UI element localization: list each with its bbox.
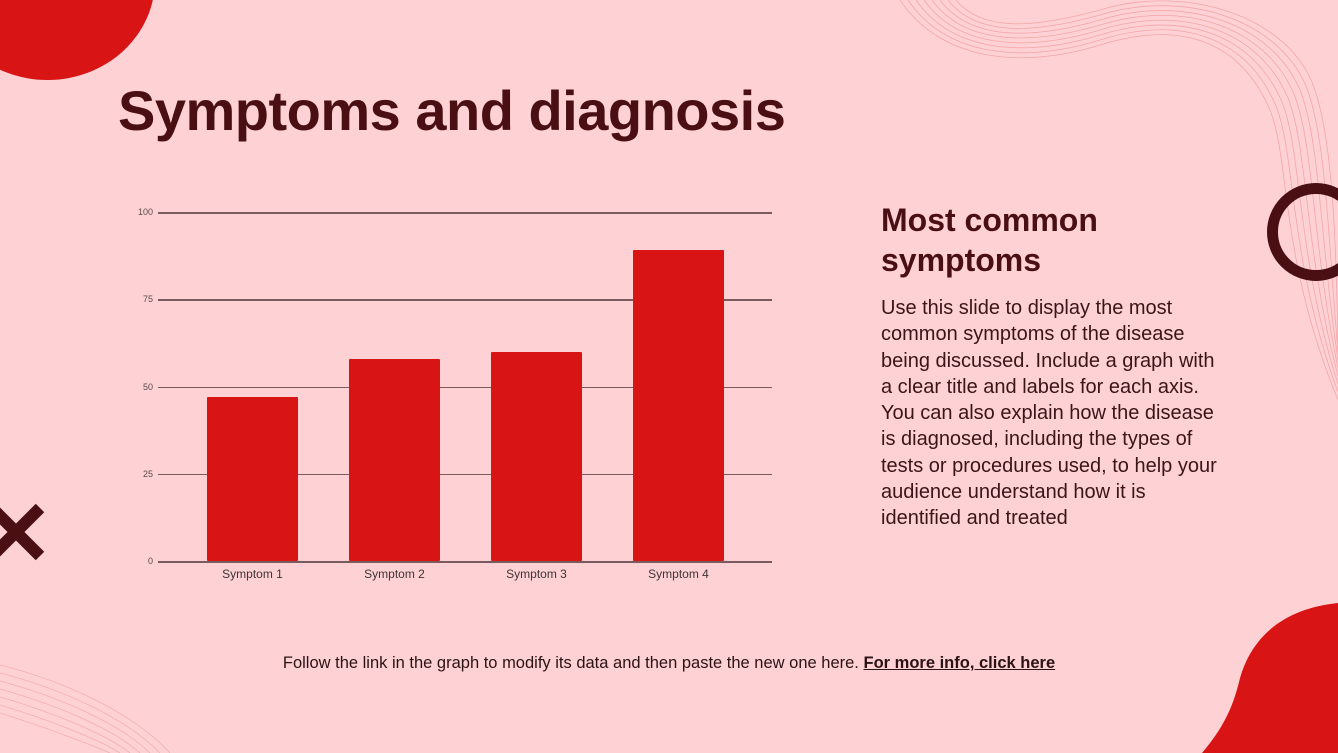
side-body-text: Use this slide to display the most commo… [881,297,1217,530]
x-axis-label: Symptom 4 [648,567,709,581]
ring-outline-decoration [1267,183,1338,281]
red-blob-bottom-right [1202,603,1338,753]
gridline [158,473,772,476]
y-tick-label: 0 [147,556,153,566]
x-axis-label: Symptom 1 [222,567,283,581]
x-cross-decoration [0,503,45,561]
x-axis-label: Symptom 3 [506,567,567,581]
wavy-lines-decoration-top-right [899,0,1338,400]
red-circle-blob-top-left [0,0,155,80]
more-info-link[interactable]: For more info, click here [863,654,1056,672]
bar[interactable] [207,396,298,561]
y-tick-label: 100 [137,207,153,217]
bar[interactable] [633,250,724,561]
side-heading: Most common symptoms [881,202,1098,278]
gridline [158,299,772,301]
footer-text: Follow the link in the graph to modify i… [282,654,864,672]
gridline [158,212,772,214]
y-tick-label: 50 [142,381,153,392]
gridline [158,386,772,388]
y-tick-label: 75 [142,294,153,305]
bar[interactable] [349,358,440,561]
y-tick-label: 25 [142,468,153,479]
slide-title: Symptoms and diagnosis [118,79,786,142]
wavy-lines-decoration-bottom-left [0,664,171,753]
bar[interactable] [491,351,582,561]
gridline [158,561,772,563]
x-axis-label: Symptom 2 [364,567,425,581]
bar-chart[interactable]: 0 25 50 75 100 Symptom 1 Symptom 2 Symptom 3 Sym… [120,200,780,595]
footer-note: Follow the link in the graph to modify i… [0,654,1338,673]
